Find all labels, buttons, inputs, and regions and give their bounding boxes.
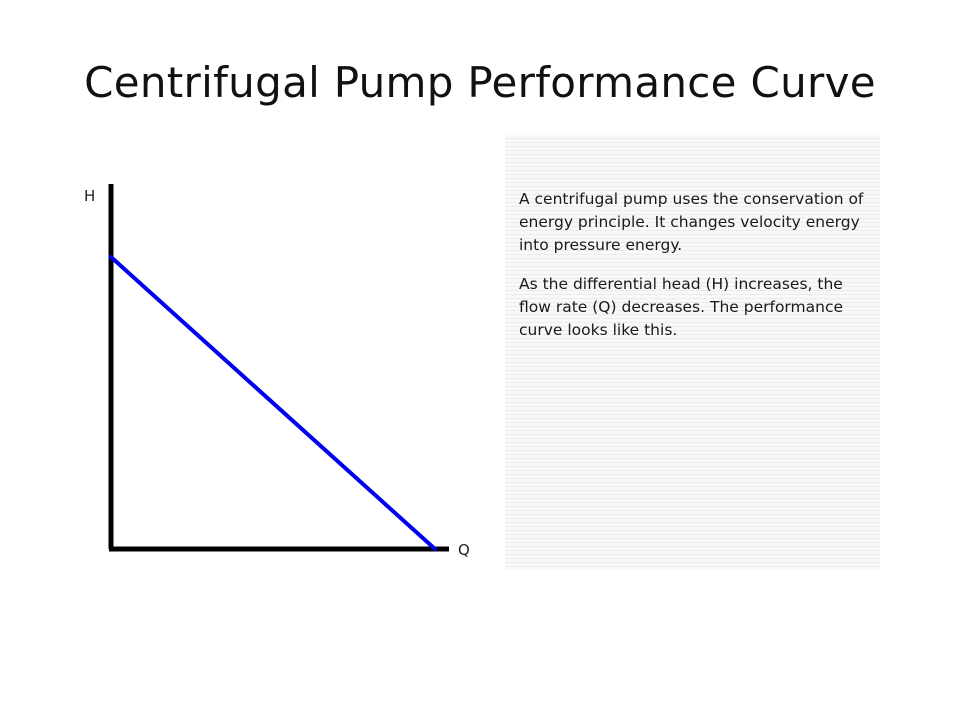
performance-curve-line [109, 255, 437, 551]
y-axis-label: H [84, 187, 95, 205]
x-axis-label: Q [458, 541, 470, 559]
description-panel: A centrifugal pump uses the conservation… [505, 135, 880, 570]
description-paragraph-2: As the differential head (H) increases, … [519, 275, 844, 339]
series-layer [109, 255, 437, 551]
description-paragraph-1: A centrifugal pump uses the conservation… [519, 190, 864, 254]
slide-title: Centrifugal Pump Performance Curve [84, 58, 876, 107]
performance-chart: H Q [84, 184, 470, 559]
